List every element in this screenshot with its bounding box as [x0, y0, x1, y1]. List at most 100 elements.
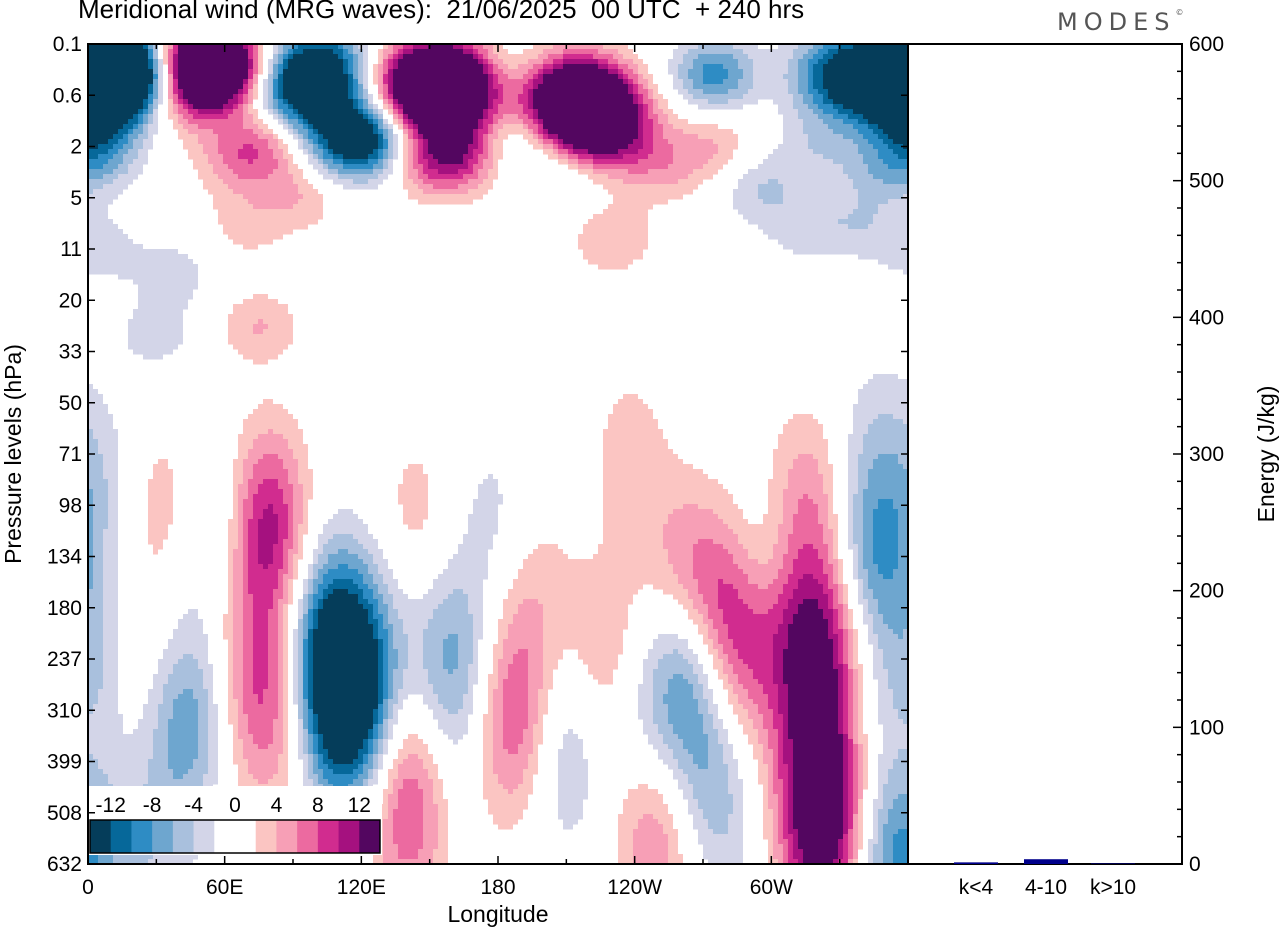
contour-cell — [768, 799, 778, 805]
contour-cell — [743, 724, 753, 730]
contour-cell — [773, 759, 778, 765]
contour-cell — [843, 614, 848, 620]
contour-cell — [383, 654, 388, 660]
contour-cell — [503, 684, 528, 690]
contour-cell — [273, 49, 278, 55]
contour-cell — [858, 454, 878, 460]
contour-cell — [483, 139, 488, 145]
contour-cell — [88, 644, 103, 650]
contour-cell — [278, 714, 283, 720]
contour-cell — [173, 774, 183, 780]
contour-cell — [768, 844, 773, 850]
contour-cell — [853, 664, 863, 670]
contour-cell — [643, 719, 653, 725]
contour-cell — [723, 614, 783, 620]
contour-cell — [638, 699, 653, 705]
contour-cell — [383, 84, 388, 90]
contour-cell — [848, 474, 858, 480]
contour-cell — [768, 784, 773, 790]
contour-cell — [788, 849, 793, 855]
contour-cell — [403, 109, 483, 115]
contour-cell — [148, 89, 153, 95]
contour-cell — [228, 569, 233, 575]
contour-cell — [768, 774, 773, 780]
contour-cell — [848, 499, 853, 505]
contour-cell — [723, 609, 753, 615]
contour-cell — [233, 599, 243, 605]
contour-cell — [388, 64, 393, 70]
contour-cell — [648, 109, 653, 115]
contour-cell — [433, 849, 448, 855]
contour-cell — [788, 574, 803, 580]
contour-cell — [838, 679, 843, 685]
contour-cell — [283, 54, 288, 60]
contour-cell — [493, 159, 498, 165]
contour-cell — [398, 799, 423, 805]
contour-cell — [698, 839, 743, 845]
contour-cell — [728, 699, 738, 705]
contour-cell — [188, 149, 203, 155]
contour-cell — [133, 144, 143, 150]
contour-cell — [653, 119, 658, 125]
contour-cell — [673, 159, 708, 165]
contour-cell — [708, 629, 718, 635]
contour-cell — [793, 459, 818, 465]
contour-cell — [413, 149, 418, 155]
contour-cell — [833, 54, 908, 60]
contour-cell — [828, 579, 833, 585]
contour-cell — [878, 784, 883, 790]
contour-cell — [543, 79, 623, 85]
contour-cell — [473, 629, 483, 635]
contour-cell — [623, 79, 628, 85]
contour-cell — [863, 559, 873, 565]
contour-cell — [678, 74, 688, 80]
contour-cell — [328, 539, 358, 545]
contour-cell — [348, 89, 353, 95]
contour-cell — [483, 124, 488, 130]
contour-cell — [228, 579, 233, 585]
contour-cell — [848, 834, 853, 840]
y-tick-label: 0.1 — [53, 33, 82, 56]
contour-cell — [393, 104, 398, 110]
contour-cell — [798, 79, 808, 85]
contour-cell — [498, 74, 508, 80]
contour-cell — [633, 849, 668, 855]
contour-cell — [138, 719, 158, 725]
contour-cell — [348, 564, 368, 570]
contour-cell — [88, 604, 103, 610]
contour-cell — [388, 719, 398, 725]
contour-cell — [393, 629, 403, 635]
contour-cell — [273, 429, 303, 435]
contour-cell — [178, 99, 183, 105]
contour-cell — [128, 129, 133, 135]
contour-cell — [843, 704, 848, 710]
contour-cell — [93, 499, 108, 505]
contour-cell — [93, 754, 153, 760]
contour-cell — [713, 654, 718, 660]
contour-cell — [823, 609, 833, 615]
contour-cell — [843, 834, 848, 840]
contour-cell — [283, 704, 288, 710]
contour-cell — [358, 54, 363, 60]
contour-cell — [103, 554, 118, 560]
contour-cell — [793, 749, 843, 755]
contour-cell — [233, 484, 238, 490]
contour-cell — [223, 159, 248, 165]
contour-cell — [198, 124, 243, 130]
contour-cell — [273, 724, 283, 730]
contour-cell — [383, 79, 388, 85]
contour-cell — [233, 104, 238, 110]
contour-cell — [283, 459, 298, 465]
contour-cell — [773, 639, 788, 645]
contour-cell — [378, 679, 383, 685]
contour-cell — [288, 509, 293, 515]
contour-cell — [388, 79, 393, 85]
contour-cell — [133, 129, 143, 135]
contour-cell — [453, 669, 468, 675]
contour-cell — [783, 499, 798, 505]
contour-cell — [498, 129, 528, 135]
contour-cell — [243, 514, 253, 520]
contour-cell — [478, 494, 503, 500]
contour-cell — [703, 64, 723, 70]
contour-cell — [778, 814, 783, 820]
